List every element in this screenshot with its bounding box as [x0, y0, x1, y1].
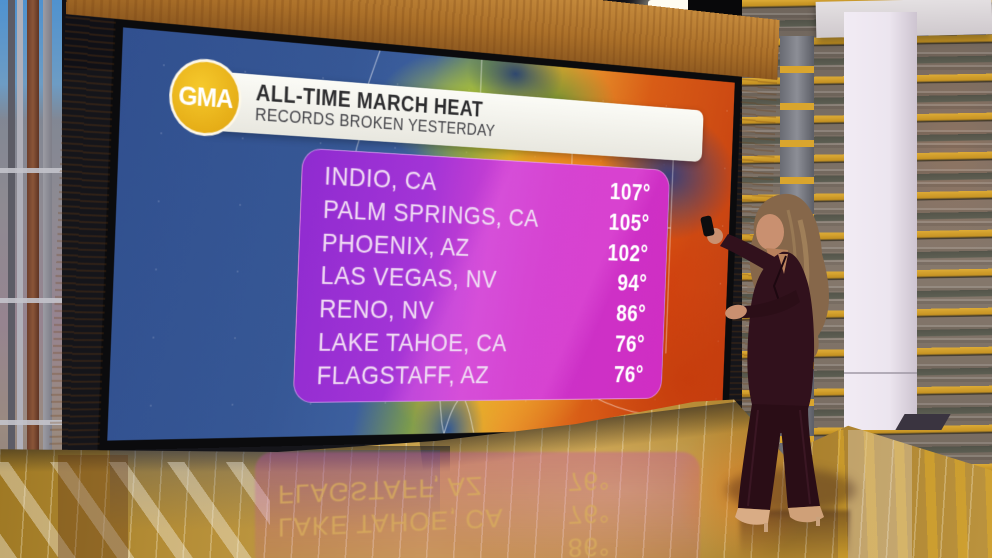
record-city: PHOENIX, AZ [321, 227, 471, 261]
metal-bar [43, 0, 52, 520]
metal-bar [8, 0, 15, 520]
metal-bar [17, 0, 23, 520]
rail [0, 168, 62, 173]
record-row: RENO, NV 86° [319, 294, 647, 327]
record-temp: 76° [614, 331, 646, 357]
rail [0, 298, 62, 303]
presenter-face [756, 214, 784, 250]
record-city: PALM SPRINGS, CA [322, 194, 540, 232]
reflection-temp: 76° [568, 498, 611, 531]
left-metal-structure [0, 0, 62, 520]
copper-bar [27, 0, 39, 520]
rail [0, 420, 62, 425]
records-panel: INDIO, CA 107° PALM SPRINGS, CA 105° PHO… [292, 147, 671, 404]
record-city: RENO, NV [318, 294, 435, 325]
presenter [700, 193, 829, 532]
presenter-shoes [735, 508, 770, 525]
clicker [700, 215, 715, 237]
reflection-temp: 76° [568, 465, 611, 498]
record-temp: 94° [616, 270, 648, 297]
record-city: INDIO, CA [323, 161, 438, 196]
record-temp: 102° [606, 239, 649, 267]
record-row: LAKE TAHOE, CA 76° [317, 328, 645, 358]
screen-reflection [110, 450, 440, 530]
white-pillar-reflection [848, 430, 912, 558]
gma-logo-text: GMA [177, 80, 234, 114]
record-row: LAS VEGAS, NV 94° [320, 261, 648, 297]
white-pillar [844, 12, 917, 430]
record-city: LAKE TAHOE, CA [317, 327, 508, 357]
record-city: FLAGSTAFF, AZ [316, 360, 490, 390]
record-temp: 105° [608, 208, 650, 237]
panel-reflection [255, 452, 700, 558]
record-city: LAS VEGAS, NV [320, 261, 498, 294]
reflection-temp: 86° [568, 531, 611, 558]
record-temp: 107° [609, 178, 652, 206]
wood-pillar-reflection [58, 455, 128, 558]
weather-screen: ALL-TIME MARCH HEAT RECORDS BROKEN YESTE… [97, 16, 742, 451]
pillar-shadow [895, 414, 951, 430]
metal-structure-reflection [0, 462, 270, 558]
record-temp: 86° [615, 300, 647, 327]
panel-text-reflection: FLAGSTAFF, AZ 76° LAKE TAHOE, CA 76° 86° [278, 459, 678, 558]
record-temp: 76° [613, 361, 645, 388]
pillar-base-line [844, 372, 917, 374]
record-row: FLAGSTAFF, AZ 76° [316, 361, 644, 391]
video-wall: ALL-TIME MARCH HEAT RECORDS BROKEN YESTE… [48, 0, 780, 452]
